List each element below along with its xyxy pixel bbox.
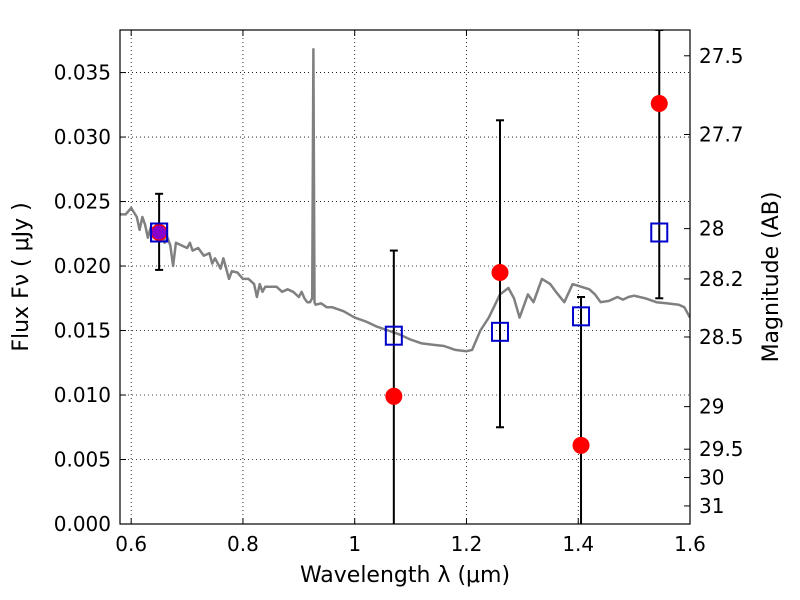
model-point: [572, 306, 591, 327]
x-tick-label: 0.6: [115, 532, 147, 556]
y-tick-label: 0.000: [54, 512, 111, 536]
right-tick-label: 28.2: [699, 267, 744, 291]
x-tick-label: 0.8: [227, 532, 259, 556]
right-tick-label: 27.5: [699, 44, 744, 68]
model-point: [384, 325, 403, 346]
overlap-square: [150, 222, 169, 243]
right-tick-label: 28.5: [699, 325, 744, 349]
right-tick-label: 29: [699, 395, 724, 419]
spectrum-line: [120, 48, 690, 353]
x-tick-label: 1: [348, 532, 361, 556]
grid: [120, 30, 691, 525]
model-photometry: [150, 222, 669, 346]
y-axis-label-left: Flux Fν ( μJy ): [9, 202, 34, 351]
y-axis-label-right: Magnitude (AB): [759, 192, 784, 363]
right-tick-label: 30: [699, 466, 724, 490]
y-tick-label: 0.035: [54, 61, 111, 85]
ticks: 0.6 0.8 1 1.2 1.4 1.6 0.000 0.005 0.010 0.015 0.02…: [54, 30, 744, 556]
observed-point: [650, 95, 668, 113]
x-tick-label: 1.2: [451, 532, 483, 556]
y-tick-label: 0.015: [54, 319, 111, 343]
observed-point: [572, 436, 590, 454]
y-tick-label: 0.005: [54, 448, 111, 472]
y-tick-label: 0.020: [54, 254, 111, 278]
right-tick-label: 31: [699, 494, 724, 518]
overlap-point: [152, 225, 167, 240]
model-point: [650, 222, 669, 243]
y-tick-label: 0.030: [54, 125, 111, 149]
y-tick-label: 0.025: [54, 190, 111, 214]
right-tick-label: 27.7: [699, 122, 744, 146]
x-tick-label: 1.6: [674, 532, 706, 556]
spectrum-layer: [120, 48, 690, 353]
error-bars: [155, 30, 664, 524]
plot-frame: [119, 29, 691, 525]
observed-photometry: [150, 95, 668, 454]
y-tick-label: 0.010: [54, 383, 111, 407]
right-tick-label: 29.5: [699, 437, 744, 461]
observed-point: [491, 263, 509, 281]
x-axis-label: Wavelength λ (μm): [300, 563, 510, 588]
model-point: [491, 321, 509, 342]
observed-point: [385, 387, 403, 405]
x-tick-label: 1.4: [562, 532, 594, 556]
right-tick-label: 28: [699, 217, 724, 241]
